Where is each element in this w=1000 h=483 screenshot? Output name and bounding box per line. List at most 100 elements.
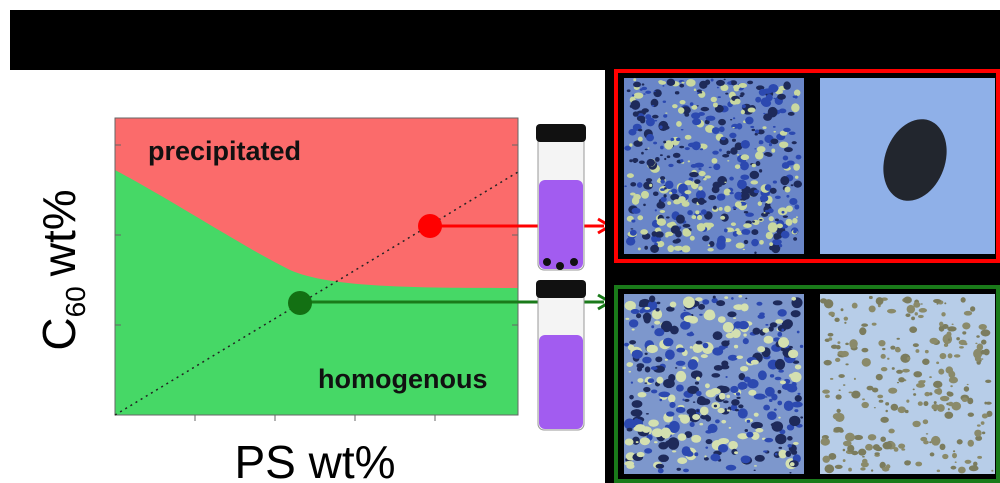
speck <box>699 423 703 426</box>
speck <box>695 382 699 385</box>
speck <box>765 324 768 326</box>
speck <box>631 409 643 416</box>
speck <box>955 461 957 463</box>
speck <box>962 322 970 329</box>
speck <box>762 328 769 333</box>
speck <box>845 363 848 365</box>
speck <box>680 159 683 162</box>
speck <box>629 143 632 147</box>
speck <box>947 326 956 331</box>
speck <box>828 312 834 316</box>
speck <box>752 221 755 223</box>
speck <box>754 148 756 149</box>
speck <box>941 312 945 316</box>
speck <box>741 229 750 235</box>
speck <box>654 321 660 325</box>
speck <box>719 207 723 211</box>
speck <box>754 465 757 467</box>
speck <box>694 163 704 168</box>
speck <box>756 456 759 458</box>
speck <box>836 394 842 399</box>
speck <box>874 452 879 455</box>
speck <box>690 102 694 106</box>
speck <box>649 184 652 187</box>
speck <box>757 146 766 152</box>
speck <box>689 172 699 177</box>
speck <box>630 182 636 186</box>
speck <box>710 454 720 462</box>
speck <box>767 411 777 420</box>
speck <box>859 327 866 335</box>
speck <box>648 419 659 426</box>
speck <box>886 464 891 468</box>
speck <box>704 455 706 457</box>
speck <box>895 348 901 353</box>
speck <box>937 470 940 473</box>
speck <box>755 97 761 103</box>
speck <box>642 108 649 112</box>
speck <box>632 197 639 205</box>
speck <box>791 297 796 301</box>
speck <box>738 404 743 408</box>
speck <box>724 206 731 213</box>
speck <box>904 460 911 465</box>
speck <box>852 303 858 309</box>
speck <box>737 180 747 189</box>
speck <box>676 348 685 353</box>
speck <box>861 402 868 408</box>
speck <box>626 237 635 245</box>
speck <box>800 345 803 348</box>
speck <box>791 450 797 455</box>
speck <box>661 197 667 202</box>
speck <box>759 219 762 221</box>
speck <box>676 384 684 391</box>
speck <box>647 159 656 167</box>
speck <box>690 422 695 427</box>
speck <box>684 190 691 194</box>
speck <box>702 235 710 241</box>
speck <box>716 80 725 86</box>
speck <box>632 400 643 408</box>
speck <box>637 116 645 122</box>
speck <box>854 435 863 440</box>
speck <box>632 350 643 359</box>
speck <box>642 83 645 85</box>
speck <box>797 331 800 334</box>
speck <box>713 164 720 170</box>
speck <box>854 378 856 380</box>
speck <box>743 223 752 228</box>
speck <box>681 82 684 84</box>
speck <box>643 93 646 94</box>
speck <box>763 88 773 94</box>
speck <box>778 447 782 449</box>
speck <box>670 326 679 335</box>
speck <box>901 448 905 450</box>
speck <box>657 218 666 226</box>
speck <box>944 302 946 304</box>
speck <box>738 83 747 88</box>
speck <box>918 380 925 384</box>
speck <box>753 328 761 335</box>
speck <box>750 171 760 179</box>
speck <box>656 464 665 469</box>
speck <box>648 378 654 383</box>
speck <box>735 201 742 208</box>
speck <box>789 198 797 205</box>
speck <box>630 228 633 229</box>
speck <box>822 456 830 463</box>
y-axis-base: C <box>33 317 85 350</box>
speck <box>644 382 647 384</box>
speck <box>711 97 717 102</box>
speck <box>663 114 667 117</box>
speck <box>704 457 709 461</box>
speck <box>738 295 742 298</box>
speck <box>905 313 910 317</box>
speck <box>771 148 775 152</box>
speck <box>692 118 701 125</box>
speck <box>907 357 911 360</box>
speck <box>981 340 986 345</box>
speck <box>686 79 696 87</box>
speck <box>772 421 783 431</box>
speck <box>637 452 645 457</box>
speck <box>663 141 666 144</box>
